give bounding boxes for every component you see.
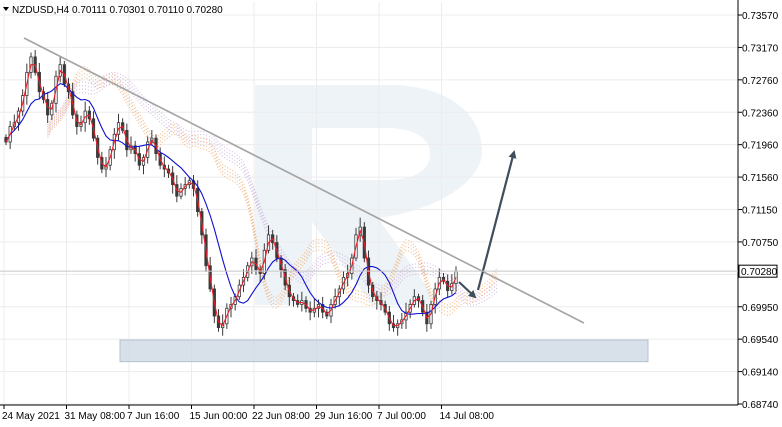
support-zone — [119, 339, 649, 363]
y-tick-label: 0.73170 — [742, 43, 779, 54]
collapse-triangle-icon[interactable] — [3, 7, 9, 11]
y-tick-label: 0.72760 — [742, 76, 779, 87]
y-tick-label: 0.69540 — [742, 335, 779, 346]
y-tick-label: 0.69140 — [742, 368, 779, 379]
support-zone-rect — [119, 339, 649, 363]
y-tick-label: 0.71960 — [742, 141, 779, 152]
x-tick-label: 22 Jun 08:00 — [252, 411, 310, 422]
x-tick-label: 7 Jul 00:00 — [377, 411, 426, 422]
watermark-logo — [255, 85, 482, 305]
x-tick-label: 29 Jun 16:00 — [315, 411, 373, 422]
x-tick-label: 15 Jun 00:00 — [190, 411, 248, 422]
y-tick-label: 0.68740 — [742, 400, 779, 411]
x-tick-label: 7 Jun 16:00 — [127, 411, 180, 422]
trendline-line — [23, 37, 585, 324]
y-tick-label: 0.73570 — [742, 11, 779, 22]
x-tick-label: 24 May 2021 — [2, 411, 60, 422]
candle-body — [454, 270, 458, 284]
y-tick-label: 0.71150 — [742, 206, 778, 217]
current-price-label: 0.70280 — [741, 267, 778, 278]
y-tick-label: 0.72360 — [742, 108, 779, 119]
y-tick-label: 0.71560 — [742, 173, 779, 184]
x-tick-label: 14 Jul 08:00 — [440, 411, 495, 422]
forecast-arrows — [458, 150, 517, 299]
y-tick-label: 0.70750 — [742, 238, 779, 249]
trendline — [23, 37, 585, 324]
watermark-r-shape — [255, 85, 482, 305]
forecast-arrow-down — [458, 281, 477, 299]
x-tick-label: 31 May 08:00 — [65, 411, 126, 422]
tenkan-line — [5, 64, 457, 327]
grid — [0, 2, 738, 405]
forecast-arrow-up — [476, 150, 517, 291]
current-price-box — [738, 264, 778, 278]
y-tick-label: 0.69950 — [742, 303, 779, 314]
cloud-span-a — [47, 76, 499, 316]
chart-title: NZDUSD,H4 0.70111 0.70301 0.70110 0.7028… — [3, 5, 223, 16]
symbol-label: NZDUSD,H4 0.70111 0.70301 0.70110 0.7028… — [12, 5, 223, 16]
